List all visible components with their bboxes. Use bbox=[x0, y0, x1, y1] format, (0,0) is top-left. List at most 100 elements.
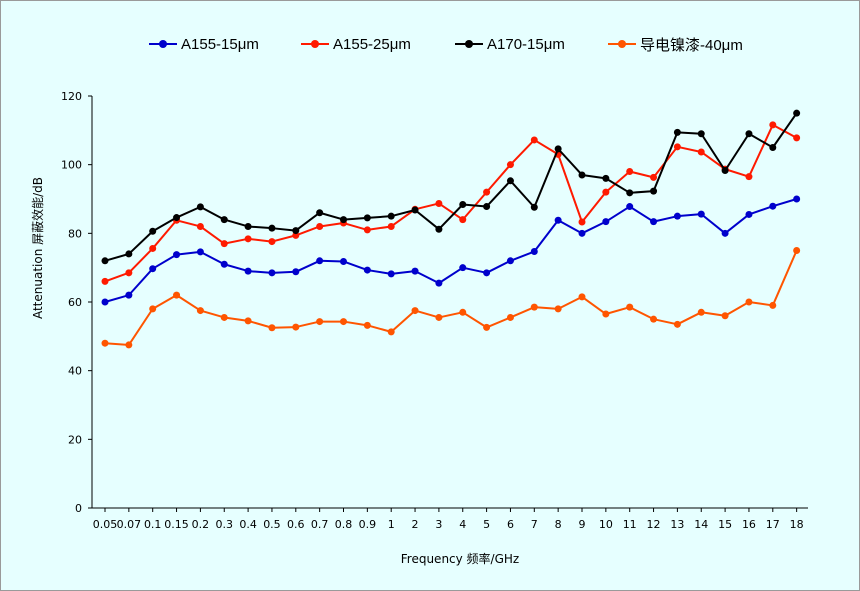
data-point bbox=[196, 222, 204, 230]
data-point bbox=[459, 308, 467, 316]
y-tick-label: 20 bbox=[68, 433, 82, 446]
x-tick-label: 0.2 bbox=[192, 518, 210, 531]
data-point bbox=[196, 248, 204, 256]
data-point bbox=[316, 209, 324, 217]
x-tick-label: 0.6 bbox=[287, 518, 305, 531]
x-tick-label: 0.5 bbox=[263, 518, 281, 531]
x-tick-label: 17 bbox=[766, 518, 780, 531]
data-point bbox=[411, 206, 419, 214]
series-lines bbox=[101, 109, 801, 349]
data-point bbox=[721, 312, 729, 320]
data-point bbox=[530, 303, 538, 311]
data-point bbox=[650, 218, 658, 226]
data-point bbox=[220, 260, 228, 268]
legend-label: A155-25μm bbox=[333, 35, 411, 53]
x-tick-label: 1 bbox=[388, 518, 395, 531]
data-point bbox=[125, 341, 133, 349]
data-point bbox=[387, 270, 395, 278]
data-point bbox=[602, 174, 610, 182]
data-point bbox=[554, 305, 562, 313]
x-tick-label: 15 bbox=[718, 518, 732, 531]
data-point bbox=[578, 171, 586, 179]
x-tick-label: 0.9 bbox=[359, 518, 377, 531]
data-point bbox=[340, 216, 347, 224]
axes bbox=[91, 96, 808, 509]
data-point bbox=[459, 200, 467, 208]
data-point bbox=[363, 321, 371, 329]
data-point bbox=[483, 188, 491, 196]
data-point bbox=[673, 143, 681, 151]
data-point bbox=[340, 318, 347, 326]
data-point bbox=[721, 167, 729, 175]
x-tick-label: 3 bbox=[435, 518, 442, 531]
data-point bbox=[745, 298, 753, 306]
data-point bbox=[292, 231, 300, 239]
series-line bbox=[104, 112, 798, 262]
data-point bbox=[244, 222, 252, 230]
data-point bbox=[268, 324, 276, 332]
x-tick-label: 13 bbox=[670, 518, 684, 531]
x-tick-label: 0.3 bbox=[216, 518, 234, 531]
legend-marker bbox=[301, 36, 329, 52]
legend-marker bbox=[608, 36, 636, 52]
data-point bbox=[602, 188, 610, 196]
data-point bbox=[292, 323, 300, 331]
y-tick-label: 100 bbox=[61, 159, 82, 172]
x-tick-label: 6 bbox=[507, 518, 514, 531]
data-point bbox=[411, 307, 419, 315]
y-tick-label: 0 bbox=[75, 502, 82, 515]
data-point bbox=[650, 315, 658, 323]
x-tick-label: 5 bbox=[483, 518, 490, 531]
data-point bbox=[626, 189, 634, 197]
legend-label: A155-15μm bbox=[181, 35, 259, 53]
data-point bbox=[673, 212, 681, 220]
data-point bbox=[268, 224, 276, 232]
x-tick-label: 14 bbox=[694, 518, 708, 531]
data-point bbox=[483, 203, 491, 211]
data-point bbox=[530, 136, 538, 144]
x-tick-label: 16 bbox=[742, 518, 756, 531]
data-point bbox=[149, 227, 157, 235]
data-point bbox=[769, 202, 777, 210]
x-tick-label: 10 bbox=[599, 518, 613, 531]
data-point bbox=[149, 265, 157, 273]
data-point bbox=[340, 257, 347, 265]
data-point bbox=[554, 145, 562, 153]
data-point bbox=[506, 161, 514, 169]
data-point bbox=[745, 173, 753, 181]
data-point bbox=[745, 130, 753, 138]
x-tick-label: 0.8 bbox=[335, 518, 353, 531]
y-tick-label: 80 bbox=[68, 227, 82, 240]
data-point bbox=[363, 226, 371, 234]
data-point bbox=[793, 195, 801, 203]
data-point bbox=[125, 269, 133, 277]
data-point bbox=[673, 128, 681, 136]
data-point bbox=[506, 313, 514, 321]
x-tick-label: 0.7 bbox=[311, 518, 329, 531]
legend-item-nickel-paint: 导电镍漆-40μm bbox=[608, 33, 743, 55]
data-point bbox=[530, 203, 538, 211]
data-point bbox=[578, 293, 586, 301]
data-point bbox=[173, 214, 181, 222]
data-point bbox=[697, 148, 705, 156]
data-point bbox=[292, 227, 300, 235]
data-point bbox=[125, 250, 133, 258]
data-point bbox=[244, 235, 252, 243]
data-point bbox=[101, 277, 109, 285]
x-axis-title: Frequency 频率/GHz bbox=[401, 551, 519, 566]
data-point bbox=[387, 222, 395, 230]
data-point bbox=[316, 318, 324, 326]
x-tick-label: 8 bbox=[555, 518, 562, 531]
data-point bbox=[220, 216, 228, 224]
y-tick-label: 60 bbox=[68, 296, 82, 309]
data-point bbox=[387, 212, 395, 220]
x-tick-label: 0.15 bbox=[164, 518, 189, 531]
y-tick-label: 120 bbox=[61, 90, 82, 103]
series-0 bbox=[101, 195, 801, 306]
series-line bbox=[104, 123, 798, 283]
x-tick-label: 4 bbox=[459, 518, 466, 531]
data-point bbox=[626, 168, 634, 176]
data-point bbox=[602, 310, 610, 318]
